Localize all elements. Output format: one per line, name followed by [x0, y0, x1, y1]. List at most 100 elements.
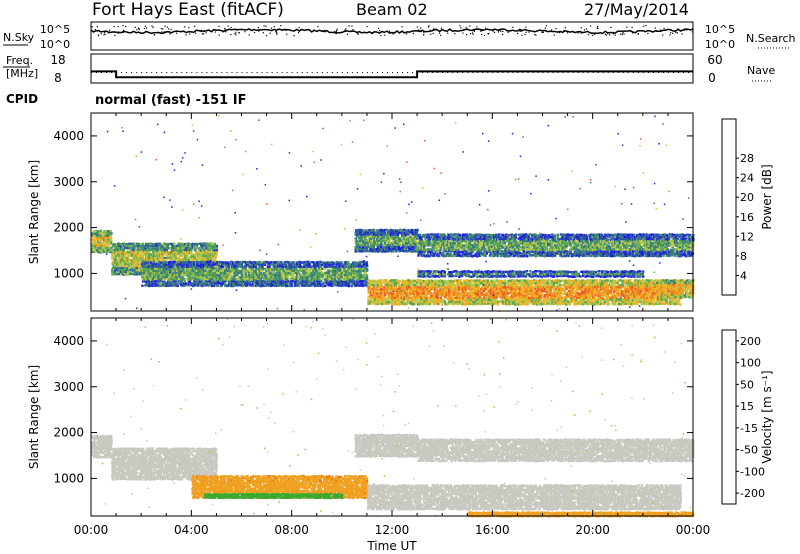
- data-cell: [324, 285, 326, 287]
- noise-dot: [502, 31, 503, 32]
- noise-panel: N.Sky 10^5 10^0 10^5 10^0 N.Search: [3, 22, 796, 51]
- data-cell: [321, 272, 323, 274]
- data-cell: [153, 261, 155, 263]
- nave-dot: [683, 72, 684, 73]
- data-cell: [184, 280, 186, 282]
- data-cell: [245, 276, 247, 278]
- data-cell: [318, 276, 320, 278]
- nave-dot: [161, 72, 162, 73]
- noise-dot: [420, 27, 421, 28]
- noise-dot: [139, 29, 140, 30]
- data-cell: [540, 297, 542, 299]
- data-cell: [366, 276, 368, 278]
- nave-dot: [121, 72, 122, 73]
- noise-dot: [122, 25, 123, 26]
- nave-dot: [156, 72, 157, 73]
- noise-dot: [97, 26, 98, 27]
- data-cell: [185, 282, 187, 284]
- noise-dot: [655, 27, 656, 28]
- noise-dot: [276, 32, 277, 33]
- nave-dot: [272, 72, 273, 73]
- nave-dot: [402, 72, 403, 73]
- noise-dot: [541, 32, 542, 33]
- noise-dot: [418, 29, 419, 30]
- noise-dot: [498, 30, 499, 31]
- nave-dot: [512, 72, 513, 73]
- noise-dot: [271, 28, 272, 29]
- nave-dot: [412, 72, 413, 73]
- noise-dot: [584, 29, 585, 30]
- noise-dot: [378, 28, 379, 29]
- data-cell: [177, 285, 179, 287]
- noise-dot: [352, 29, 353, 30]
- data-cell: [470, 296, 472, 298]
- noise-dot: [234, 33, 235, 34]
- data-cell: [380, 246, 382, 248]
- noise-dot: [263, 32, 264, 33]
- noise-dot: [470, 33, 471, 34]
- noise-dot: [519, 30, 520, 31]
- nave-dot: [191, 72, 192, 73]
- nave-dot: [548, 72, 549, 73]
- data-cell: [459, 279, 461, 281]
- data-cell: [197, 267, 199, 269]
- noise-dot: [406, 33, 407, 34]
- data-cell: [351, 280, 353, 282]
- data-cell: [124, 255, 126, 257]
- nave-label: Nave: [747, 64, 775, 77]
- data-cell: [290, 283, 292, 285]
- data-cell: [201, 280, 203, 282]
- data-cell: [252, 268, 254, 270]
- noise-dot: [104, 32, 105, 33]
- data-cell: [217, 285, 219, 287]
- noise-dot: [276, 34, 277, 35]
- data-cell: [370, 299, 372, 301]
- data-cell: [110, 236, 112, 238]
- data-cell: [485, 280, 487, 282]
- noise-dot: [114, 35, 115, 36]
- data-cell: [322, 278, 324, 280]
- nave-dot: [543, 72, 544, 73]
- data-cell: [260, 261, 262, 263]
- data-cell: [423, 292, 425, 294]
- noise-dot: [613, 33, 614, 34]
- noise-dot: [299, 27, 300, 28]
- data-cell: [141, 285, 143, 287]
- data-cell: [384, 232, 386, 234]
- noise-dot: [189, 34, 190, 35]
- noise-dot: [95, 29, 96, 30]
- nave-dot: [648, 72, 649, 73]
- freq-units-label: [MHz]: [6, 67, 38, 80]
- data-cell: [110, 232, 112, 234]
- noise-dot: [317, 26, 318, 27]
- data-cell: [453, 288, 455, 290]
- noise-dot: [622, 34, 623, 35]
- data-cell: [183, 278, 185, 280]
- data-cell: [285, 264, 287, 266]
- noise-dot: [109, 30, 110, 31]
- nave-dot: [146, 72, 147, 73]
- data-cell: [393, 290, 395, 292]
- noise-dot: [632, 32, 633, 33]
- data-cell: [361, 244, 363, 246]
- noise-dot: [610, 27, 611, 28]
- noise-dot: [535, 35, 536, 36]
- data-cell: [469, 290, 471, 292]
- data-cell: [416, 231, 418, 233]
- noise-dot: [559, 32, 560, 33]
- data-cell: [193, 276, 195, 278]
- noise-dot: [184, 26, 185, 27]
- noise-dot: [439, 33, 440, 34]
- noise-dot: [423, 34, 424, 35]
- noise-dot: [135, 27, 136, 28]
- noise-dot: [480, 31, 481, 32]
- nave-dot: [312, 72, 313, 73]
- nave-dot: [497, 72, 498, 73]
- noise-dot: [476, 26, 477, 27]
- noise-dot: [169, 33, 170, 34]
- data-cell: [174, 261, 176, 263]
- nave-dot: [593, 72, 594, 73]
- noise-dot: [551, 29, 552, 30]
- nave-dot: [452, 72, 453, 73]
